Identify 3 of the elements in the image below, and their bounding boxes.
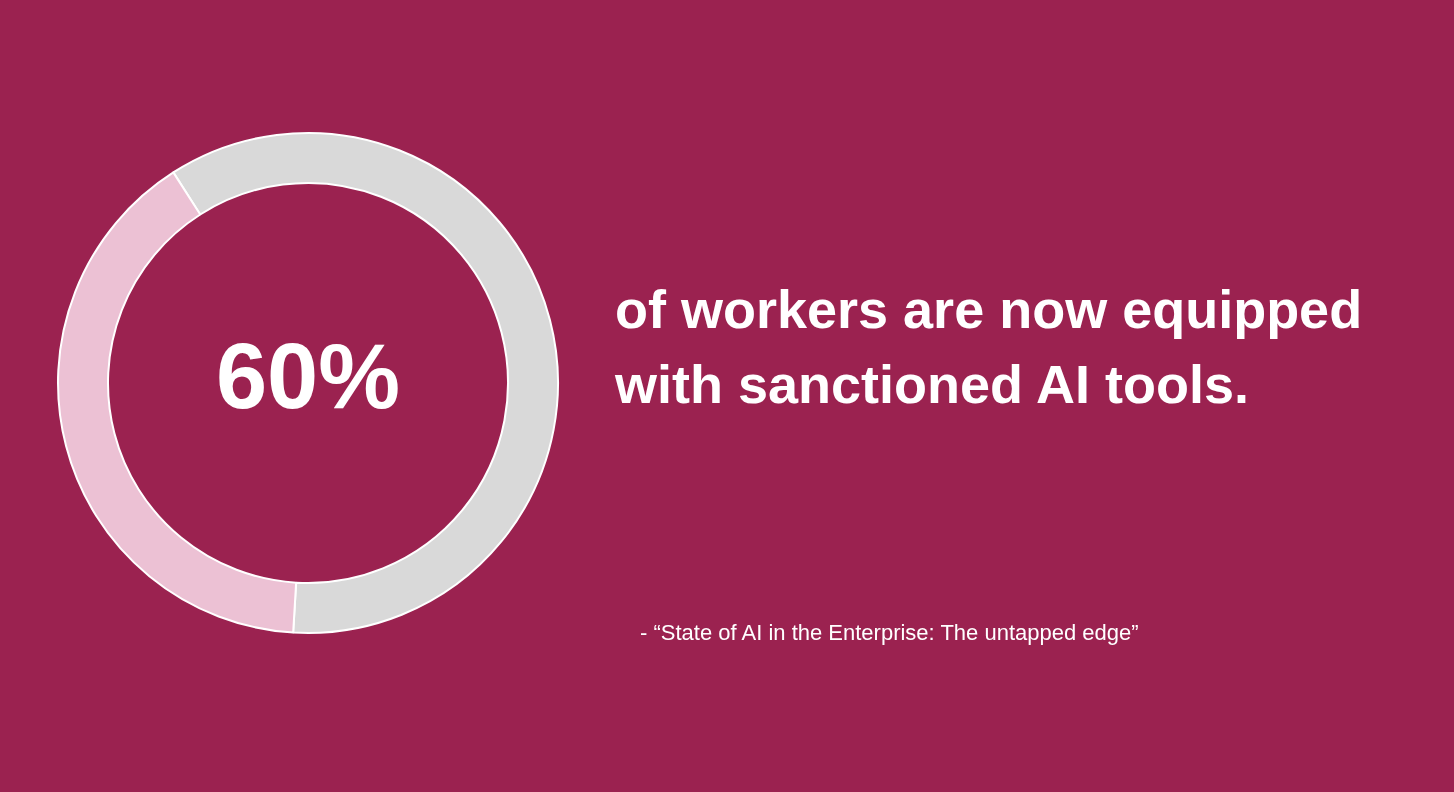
text: - “State of AI in the Enterprise: The untapped edge” <box>640 620 1139 646</box>
data-label: 60% <box>215 325 401 428</box>
text: of workers are now equipped with sanctioned AI tools. <box>615 278 1364 416</box>
